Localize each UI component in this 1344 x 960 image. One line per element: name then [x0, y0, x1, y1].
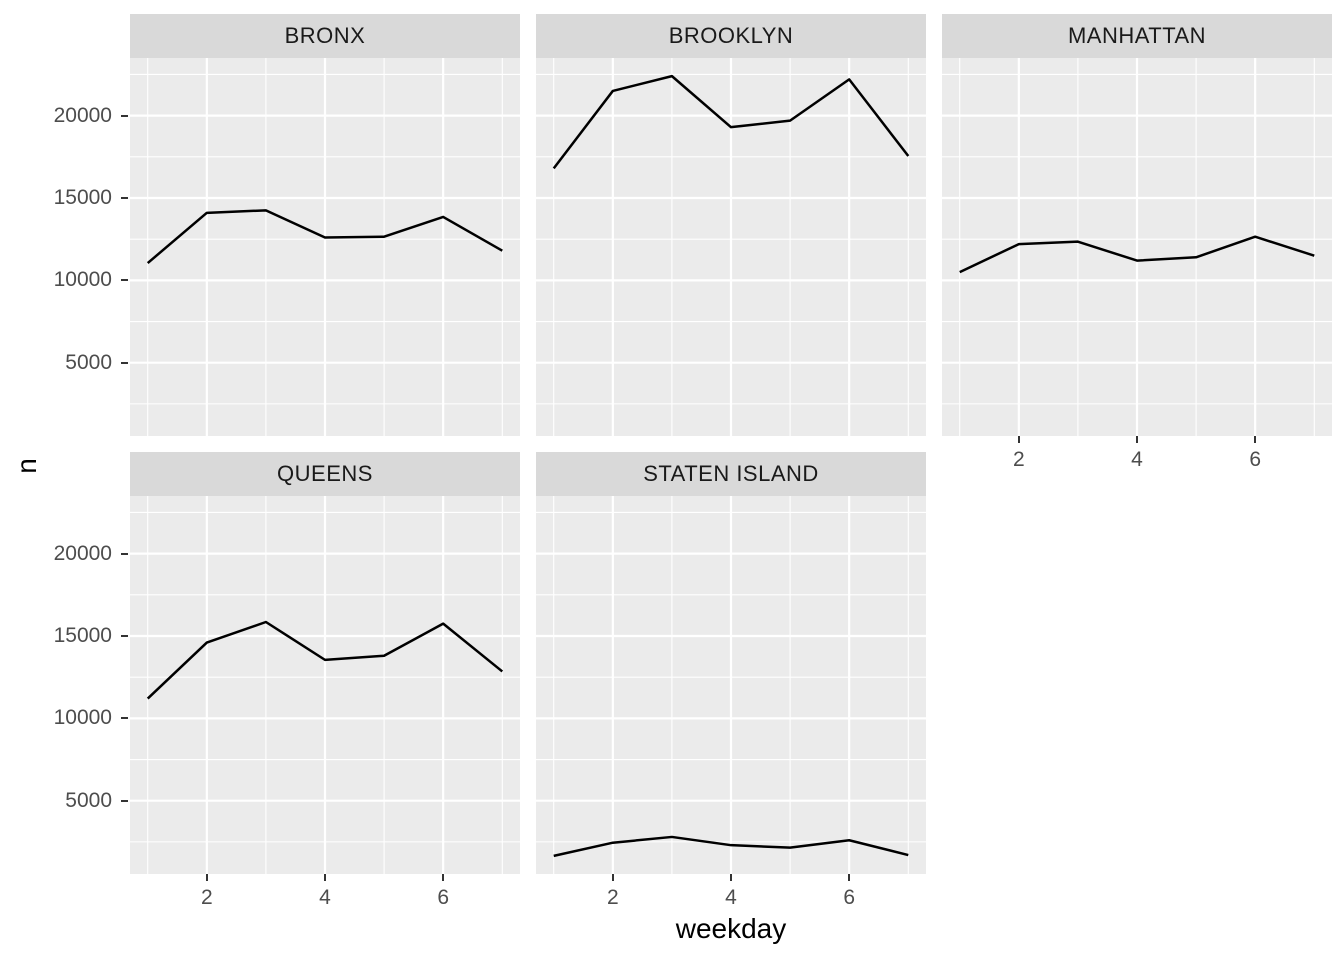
- y-tick-label: 15000: [53, 624, 112, 647]
- panel-plot-staten-island: [536, 496, 926, 874]
- y-tick-mark: [121, 197, 128, 199]
- x-tick-mark: [442, 874, 445, 881]
- x-axis: 2 4 6: [130, 874, 520, 918]
- y-tick-mark: [121, 361, 128, 364]
- x-tick-label: 6: [437, 886, 450, 909]
- y-tick-label: 5000: [65, 350, 112, 374]
- panel-plot-queens: [130, 496, 520, 874]
- x-tick-label: 2: [606, 886, 619, 909]
- panel-plot-brooklyn: [536, 58, 926, 436]
- y-tick-mark: [121, 717, 128, 720]
- x-tick-mark: [205, 874, 208, 881]
- facet-strip: STATEN ISLAND: [536, 452, 926, 496]
- facet-brooklyn: BROOKLYN: [536, 14, 926, 436]
- facet-strip: BRONX: [130, 14, 520, 58]
- facet-strip-label: BROOKLYN: [668, 23, 794, 48]
- y-tick-label: 20000: [53, 103, 112, 127]
- panel-plot-manhattan: [942, 58, 1332, 436]
- x-tick-mark: [1254, 436, 1257, 443]
- x-axis: 2 4 6: [942, 436, 1332, 480]
- x-tick-label: 2: [200, 886, 213, 909]
- y-tick-label: 10000: [53, 706, 112, 730]
- x-tick-mark: [848, 874, 851, 881]
- facet-strip-label: MANHATTAN: [1067, 23, 1207, 48]
- x-tick-label: 6: [843, 886, 856, 909]
- x-tick-mark: [730, 874, 732, 881]
- facet-strip-label: QUEENS: [277, 461, 373, 486]
- y-tick-mark: [121, 552, 128, 555]
- x-axis-title: weekday: [675, 913, 787, 944]
- x-tick-label: 4: [725, 886, 737, 909]
- facet-strip-label: BRONX: [284, 23, 366, 48]
- facet-strip: MANHATTAN: [942, 14, 1332, 58]
- y-axis-title: n: [11, 458, 42, 474]
- y-tick-label: 15000: [53, 186, 112, 209]
- facet-strip-label: STATEN ISLAND: [643, 461, 819, 486]
- x-tick-label: 4: [319, 886, 331, 909]
- y-tick-mark: [121, 635, 128, 637]
- y-tick-label: 5000: [65, 788, 112, 812]
- facet-manhattan: MANHATTAN 2 4 6: [942, 14, 1332, 471]
- facet-strip: BROOKLYN: [536, 14, 926, 58]
- y-tick-label: 10000: [53, 268, 112, 292]
- x-tick-label: 4: [1131, 448, 1143, 471]
- y-tick-label: 20000: [53, 541, 112, 565]
- facet-queens: QUEENS 2 4 6: [130, 452, 520, 909]
- facet-staten-island: STATEN ISLAND 2 4 6: [536, 452, 926, 909]
- x-tick-label: 2: [1012, 448, 1025, 471]
- y-tick-mark: [121, 114, 128, 117]
- x-tick-mark: [1017, 436, 1020, 443]
- x-tick-mark: [1136, 436, 1138, 443]
- panel-plot-bronx: [130, 58, 520, 436]
- x-tick-mark: [324, 874, 326, 881]
- x-axis: 2 4 6: [536, 874, 926, 918]
- facet-bronx: BRONX: [130, 14, 520, 436]
- facet-strip: QUEENS: [130, 452, 520, 496]
- y-tick-mark: [121, 799, 128, 802]
- x-tick-mark: [611, 874, 614, 881]
- y-axis-row1: 5000 10000 15000 20000: [0, 58, 130, 436]
- x-tick-label: 6: [1249, 448, 1262, 471]
- y-tick-mark: [121, 279, 128, 282]
- y-axis-row2: 5000 10000 15000 20000: [0, 496, 130, 874]
